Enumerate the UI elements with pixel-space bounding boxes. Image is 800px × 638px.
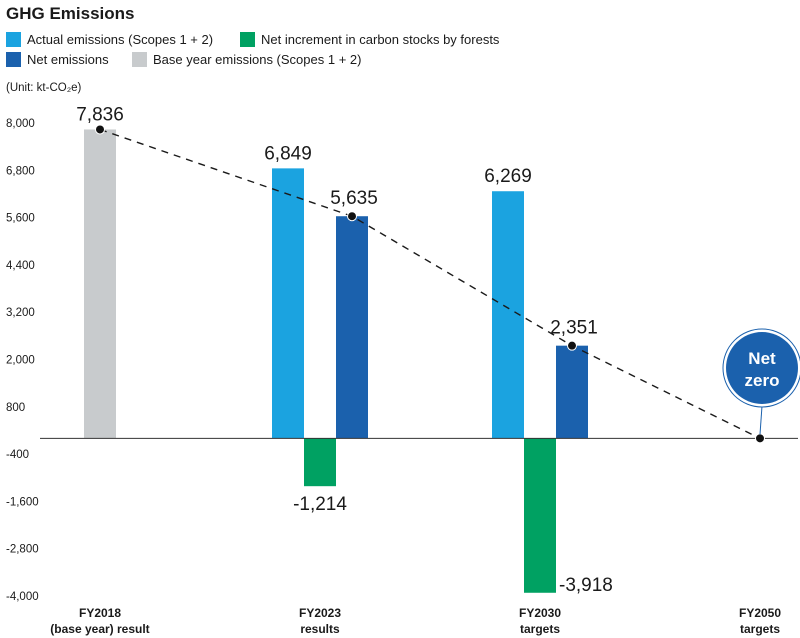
data-label-base: 7,836 [76, 104, 124, 125]
legend-swatch-forest [240, 32, 255, 47]
y-tick-label: -4,000 [6, 591, 39, 603]
data-label-forest: -1,214 [293, 494, 347, 515]
legend-label-net: Net emissions [27, 52, 109, 67]
legend-swatch-net [6, 52, 21, 67]
legend-item-base: Base year emissions (Scopes 1 + 2) [132, 52, 361, 67]
bar-net [556, 345, 588, 439]
y-tick-label: 6,800 [6, 165, 35, 177]
net-zero-line1: Net [748, 349, 776, 368]
y-tick-label: -1,600 [6, 496, 39, 508]
unit-label: (Unit: kt-CO₂e) [6, 82, 82, 94]
bar-base [84, 129, 116, 439]
x-category-label: FY2050 [739, 606, 781, 620]
bar-forest [524, 438, 556, 593]
legend-item-net: Net emissions [6, 52, 109, 67]
y-tick-label: 3,200 [6, 307, 35, 319]
legend-label-actual: Actual emissions (Scopes 1 + 2) [27, 32, 214, 47]
trend-marker [567, 340, 577, 351]
trend-marker [347, 211, 357, 222]
x-category-sublabel: results [300, 622, 340, 636]
trend-marker [95, 124, 105, 135]
data-label-actual: 6,849 [264, 143, 312, 164]
net-zero-line2: zero [745, 371, 780, 390]
net-zero-connector [759, 405, 763, 435]
data-label-net: 5,635 [330, 188, 378, 209]
y-tick-label: 5,600 [6, 213, 35, 225]
y-tick-label: -2,800 [6, 544, 39, 556]
x-category-sublabel: (base year) result [50, 622, 149, 636]
x-category-sublabel: targets [520, 622, 560, 636]
y-tick-label: 2,000 [6, 355, 35, 367]
legend-swatch-actual [6, 32, 21, 47]
x-category-label: FY2030 [519, 606, 561, 620]
x-category-label: FY2018 [79, 606, 121, 620]
legend-label-base: Base year emissions (Scopes 1 + 2) [153, 52, 362, 67]
trend-line [99, 128, 761, 439]
x-category-sublabel: targets [740, 622, 780, 636]
y-tick-label: 8,000 [6, 118, 35, 130]
x-category-label: FY2023 [299, 606, 341, 620]
legend-item-actual: Actual emissions (Scopes 1 + 2) [6, 32, 213, 47]
data-label-forest: -3,918 [559, 575, 613, 596]
chart-title: GHG Emissions [6, 4, 135, 23]
bar-forest [304, 438, 336, 487]
data-label-actual: 6,269 [484, 166, 532, 187]
legend-label-forest: Net increment in carbon stocks by forest… [261, 32, 500, 47]
legend-item-forest: Net increment in carbon stocks by forest… [240, 32, 499, 47]
y-tick-label: 4,400 [6, 260, 35, 272]
legend-swatch-base [132, 52, 147, 67]
bar-net [336, 216, 368, 439]
data-label-net: 2,351 [550, 318, 598, 339]
y-tick-label: -400 [6, 449, 29, 461]
legend: Actual emissions (Scopes 1 + 2) Net incr… [6, 32, 566, 76]
trend-marker [755, 433, 765, 444]
net-zero-badge [726, 332, 798, 404]
y-tick-label: 800 [6, 402, 25, 414]
bar-actual [272, 168, 304, 439]
